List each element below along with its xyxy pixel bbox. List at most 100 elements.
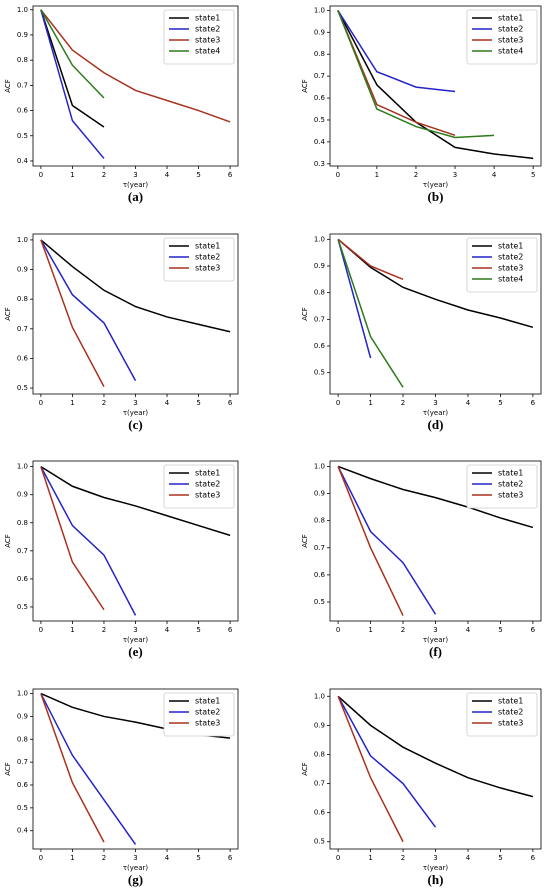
y-tick-label: 1.0 [17, 236, 28, 244]
y-tick-label: 0.8 [17, 56, 28, 64]
y-tick-label: 0.6 [314, 94, 326, 102]
x-tick-label: 2 [401, 399, 405, 407]
x-tick-label: 0 [39, 399, 43, 407]
y-tick-label: 0.4 [314, 138, 326, 146]
x-axis-label: τ(year) [123, 636, 149, 644]
x-tick-label: 2 [102, 399, 106, 407]
panel: 0.5 0.6 0.7 0.8 0.9 1.0 0 1 2 3 4 5 6 τ(year) ACF (h) st… [301, 688, 542, 887]
y-tick-label: 0.6 [17, 107, 29, 115]
y-axis-label: ACF [4, 307, 12, 321]
legend-box [466, 692, 538, 737]
x-tick-label: 1 [70, 399, 74, 407]
y-tick-label: 0.9 [17, 712, 28, 720]
y-tick-label: 1.0 [314, 235, 325, 243]
data-line [337, 10, 456, 137]
x-tick-label: 3 [453, 171, 457, 179]
x-tick-label: 0 [39, 854, 43, 862]
caption: (g) [128, 872, 143, 887]
data-line [337, 695, 437, 828]
x-tick-label: 6 [531, 626, 536, 634]
legend-box [163, 692, 235, 737]
y-tick-label: 0.5 [314, 598, 325, 606]
legend-label: state2 [195, 480, 220, 489]
legend-label: state1 [498, 697, 523, 706]
legend-label: state3 [195, 36, 220, 45]
legend-label: state1 [498, 469, 523, 478]
x-tick-label: 1 [368, 399, 372, 407]
x-tick-label: 3 [133, 626, 137, 634]
panel: 0.5 0.6 0.7 0.8 0.9 1.0 0 1 2 3 4 5 6 τ(year) ACF (f) st… [301, 460, 542, 659]
legend-label: state4 [498, 275, 523, 284]
caption: (h) [428, 872, 444, 887]
plot-frame [329, 5, 542, 167]
x-tick-label: 6 [531, 854, 536, 862]
y-tick-label: 0.7 [314, 72, 325, 80]
x-tick-label: 0 [39, 626, 43, 634]
y-tick-label: 0.6 [314, 571, 326, 579]
x-tick-label: 5 [531, 171, 535, 179]
x-tick-label: 5 [498, 626, 502, 634]
x-tick-label: 1 [70, 171, 74, 179]
legend-box [163, 237, 235, 282]
x-tick-label: 2 [401, 854, 405, 862]
x-tick-label: 2 [102, 626, 106, 634]
y-tick-label: 0.7 [17, 325, 28, 333]
legend-label: state2 [498, 708, 523, 717]
y-axis-label: ACF [4, 534, 12, 548]
caption: (a) [128, 189, 143, 204]
y-tick-label: 1.0 [314, 6, 325, 14]
legend-box [466, 464, 538, 509]
x-tick-label: 4 [466, 854, 471, 862]
y-axis-label: ACF [4, 79, 12, 93]
x-tick-label: 2 [102, 171, 106, 179]
x-tick-label: 6 [228, 171, 233, 179]
y-tick-label: 0.7 [314, 780, 325, 788]
y-tick-label: 0.7 [314, 544, 325, 552]
y-tick-label: 0.8 [314, 289, 325, 297]
legend-label: state1 [498, 14, 523, 23]
panel: 0.5 0.6 0.7 0.8 0.9 1.0 0 1 2 3 4 5 6 τ(year) ACF (e) st… [4, 460, 239, 659]
legend-label: state2 [498, 480, 523, 489]
y-tick-label: 0.6 [314, 809, 326, 817]
legend-label: state2 [498, 25, 523, 34]
legend-label: state1 [195, 697, 220, 706]
y-tick-label: 0.3 [314, 160, 325, 168]
data-line [337, 238, 404, 281]
x-tick-label: 5 [196, 626, 200, 634]
caption: (b) [428, 189, 444, 204]
data-line [337, 239, 404, 388]
legend-label: state1 [195, 242, 220, 251]
x-tick-label: 4 [165, 399, 170, 407]
y-tick-label: 0.5 [17, 804, 28, 812]
x-tick-label: 3 [433, 399, 437, 407]
y-tick-label: 1.0 [17, 6, 28, 14]
legend-box [163, 464, 235, 509]
y-tick-label: 0.5 [17, 384, 28, 392]
x-tick-label: 4 [165, 171, 170, 179]
y-tick-label: 1.0 [314, 462, 325, 470]
data-line [337, 9, 456, 93]
x-tick-label: 1 [368, 626, 372, 634]
data-line [40, 9, 105, 159]
y-tick-label: 0.9 [314, 490, 325, 498]
data-line [40, 693, 137, 845]
x-tick-label: 3 [433, 626, 437, 634]
y-tick-label: 1.0 [314, 692, 325, 700]
panel: 0.5 0.6 0.7 0.8 0.9 1.0 0 1 2 3 4 5 6 τ(year) ACF (d) st… [301, 233, 542, 432]
y-tick-label: 0.4 [17, 157, 29, 165]
data-line [40, 9, 231, 123]
x-axis-label: τ(year) [423, 409, 449, 417]
data-line [40, 693, 105, 843]
data-line [337, 466, 437, 615]
y-tick-label: 0.8 [17, 295, 28, 303]
x-tick-label: 6 [531, 399, 536, 407]
y-tick-label: 0.6 [17, 354, 29, 362]
x-tick-label: 1 [70, 854, 74, 862]
y-tick-label: 0.9 [17, 31, 28, 39]
y-tick-label: 0.7 [17, 758, 28, 766]
y-tick-label: 0.8 [314, 50, 325, 58]
data-line [40, 466, 105, 611]
data-line [40, 239, 137, 382]
y-tick-label: 0.7 [17, 81, 28, 89]
